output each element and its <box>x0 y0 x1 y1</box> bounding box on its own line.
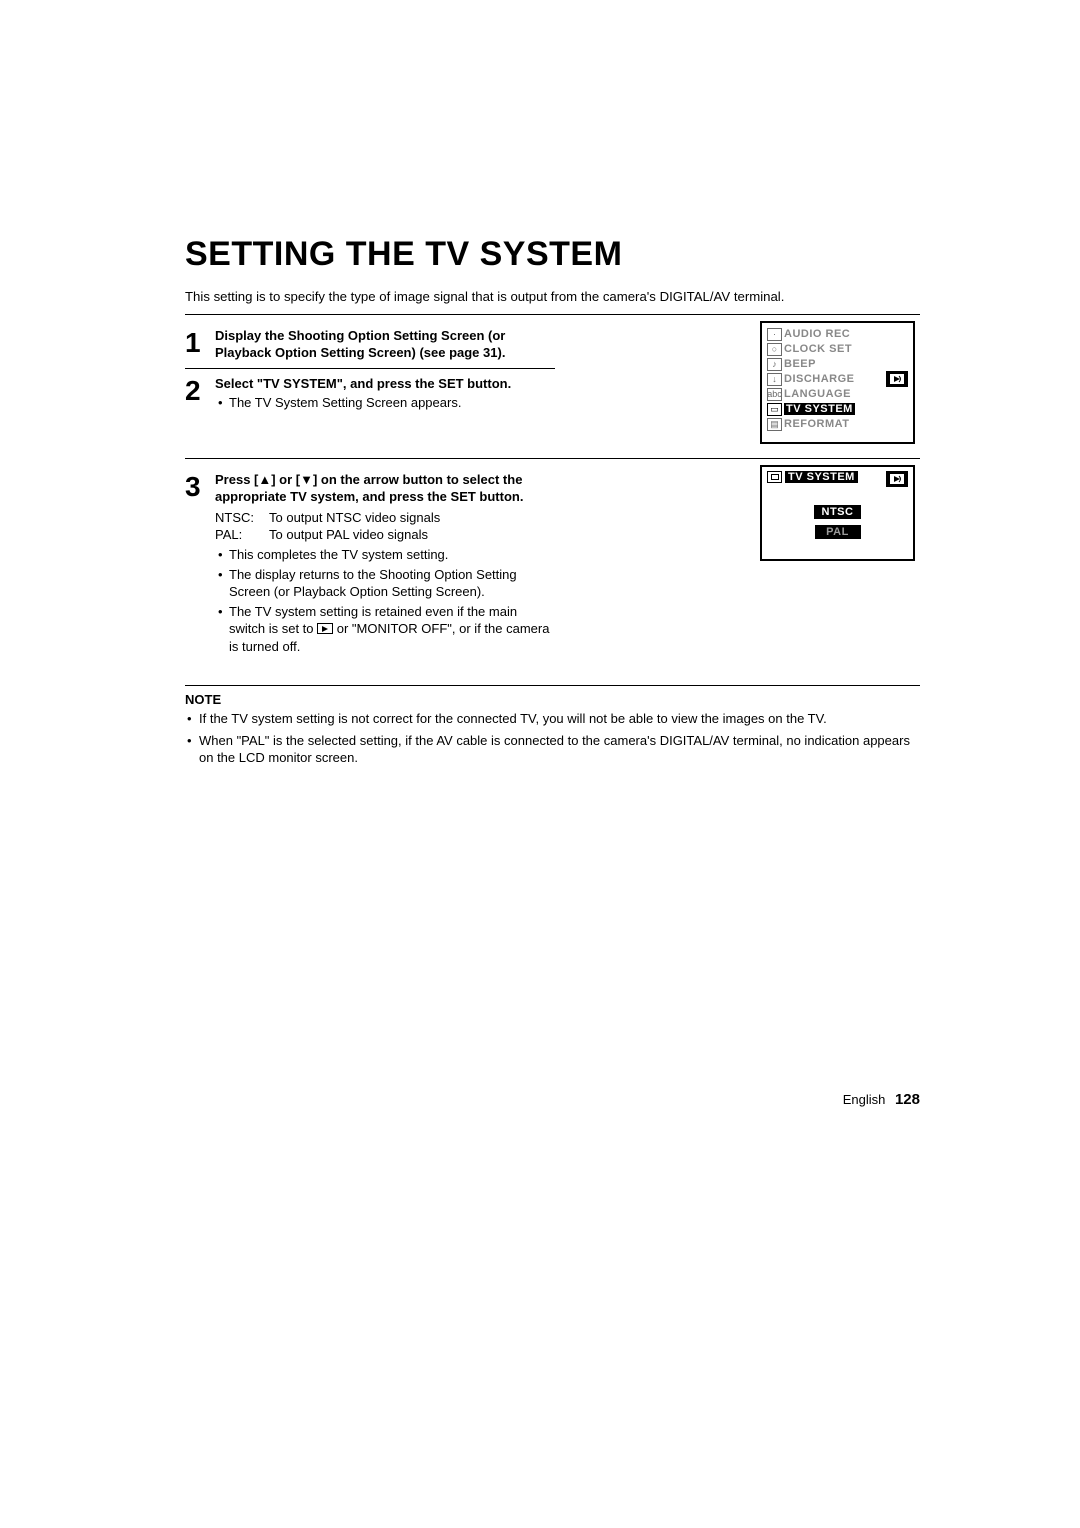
step-3: 3 Press [▲] or [▼] on the arrow button t… <box>185 471 555 655</box>
lcd-tvsystem-screen: TV SYSTEM NTSC PAL <box>760 465 915 561</box>
playback-mode-icon <box>886 371 908 387</box>
bullet-dot: • <box>215 394 229 412</box>
def-value: To output PAL video signals <box>269 526 555 544</box>
menu-item-label: TV SYSTEM <box>784 403 855 415</box>
menu-item-label: AUDIO REC <box>784 328 850 340</box>
page-number: 128 <box>895 1091 920 1108</box>
bullet-text: This completes the TV system setting. <box>229 546 555 564</box>
step-2: 2 Select "TV SYSTEM", and press the SET … <box>185 375 555 412</box>
menu-item-label: CLOCK SET <box>784 343 852 355</box>
menu-item: ·AUDIO REC <box>767 327 855 342</box>
bullet-dot: • <box>215 603 229 656</box>
playback-icon <box>317 623 333 634</box>
option-pal: PAL <box>815 525 861 539</box>
tv-icon <box>767 471 782 483</box>
intro-text: This setting is to specify the type of i… <box>185 288 920 306</box>
page-footer: English 128 <box>843 1091 920 1108</box>
menu-item-icon: ♪ <box>767 358 782 371</box>
note-text: If the TV system setting is not correct … <box>199 710 827 728</box>
menu-item-icon: ↓ <box>767 373 782 386</box>
menu-item-label: DISCHARGE <box>784 373 855 385</box>
menu-item-icon: · <box>767 328 782 341</box>
bullet-text: The display returns to the Shooting Opti… <box>229 566 555 601</box>
step-number: 1 <box>185 329 215 357</box>
bullet-text: The TV System Setting Screen appears. <box>229 394 555 412</box>
page-title: SETTING THE TV SYSTEM <box>185 235 920 274</box>
step-heading: Display the Shooting Option Setting Scre… <box>215 327 555 362</box>
menu-item-icon: abc <box>767 388 782 401</box>
step-divider <box>185 368 555 369</box>
lcd-menu-screen: ·AUDIO REC○CLOCK SET♪BEEP↓DISCHARGEabcLA… <box>760 321 915 444</box>
menu-item-icon: ○ <box>767 343 782 356</box>
menu-item: abcLANGUAGE <box>767 387 855 402</box>
lcd-title: TV SYSTEM <box>785 471 858 483</box>
divider <box>185 314 920 315</box>
note-text: When "PAL" is the selected setting, if t… <box>199 732 920 767</box>
menu-item: ▭TV SYSTEM <box>767 402 855 417</box>
note-heading: NOTE <box>185 692 920 707</box>
step-1: 1 Display the Shooting Option Setting Sc… <box>185 327 555 362</box>
option-ntsc: NTSC <box>814 505 862 519</box>
step-heading: Press [▲] or [▼] on the arrow button to … <box>215 471 555 506</box>
step-number: 3 <box>185 473 215 501</box>
bullet-dot: • <box>215 566 229 601</box>
bullet-dot: • <box>185 710 199 728</box>
menu-item: ♪BEEP <box>767 357 855 372</box>
divider <box>185 685 920 686</box>
menu-item: ↓DISCHARGE <box>767 372 855 387</box>
menu-item: ○CLOCK SET <box>767 342 855 357</box>
step-number: 2 <box>185 377 215 405</box>
footer-language: English <box>843 1092 886 1107</box>
def-key: PAL: <box>215 526 269 544</box>
step-heading: Select "TV SYSTEM", and press the SET bu… <box>215 375 555 393</box>
bullet-dot: • <box>215 546 229 564</box>
playback-mode-icon <box>886 471 908 487</box>
def-key: NTSC: <box>215 509 269 527</box>
menu-item-label: LANGUAGE <box>784 388 851 400</box>
bullet-text: The TV system setting is retained even i… <box>229 603 555 656</box>
menu-item-icon: ▭ <box>767 403 782 416</box>
bullet-dot: • <box>185 732 199 767</box>
def-value: To output NTSC video signals <box>269 509 555 527</box>
menu-item-label: BEEP <box>784 358 816 370</box>
menu-item: ▤REFORMAT <box>767 417 855 432</box>
menu-item-label: REFORMAT <box>784 418 850 430</box>
divider <box>185 458 920 459</box>
menu-item-icon: ▤ <box>767 418 782 431</box>
